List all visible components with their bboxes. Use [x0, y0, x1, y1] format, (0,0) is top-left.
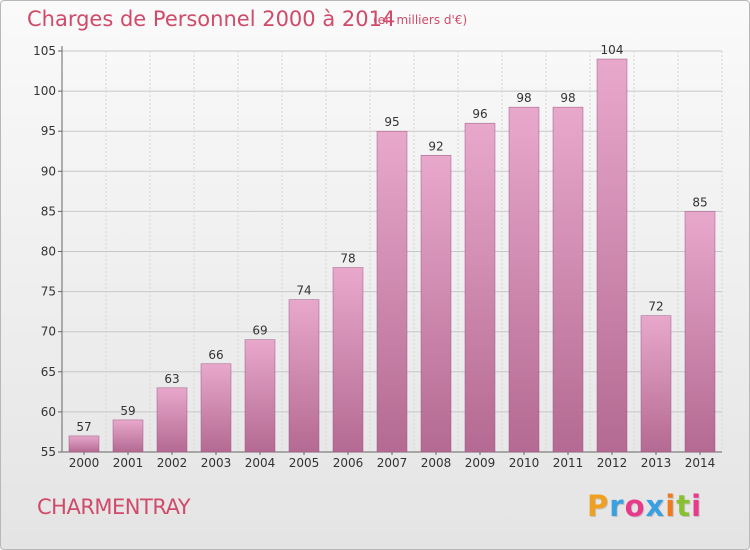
- data-label: 72: [648, 300, 663, 314]
- y-tick-label: 90: [41, 164, 56, 178]
- x-tick-label: 2002: [157, 456, 188, 470]
- x-tick-label: 2007: [377, 456, 408, 470]
- y-tick-label: 65: [41, 365, 56, 379]
- logo-letter: x: [645, 489, 666, 523]
- y-tick-label: 80: [41, 245, 56, 259]
- x-tick-label: 2005: [289, 456, 320, 470]
- x-tick-label: 2006: [333, 456, 364, 470]
- bar-2012: [596, 58, 628, 453]
- x-tick-label: 2001: [113, 456, 144, 470]
- data-label: 59: [120, 404, 135, 418]
- y-tick-label: 75: [41, 285, 56, 299]
- data-label: 98: [560, 91, 575, 105]
- x-tick-label: 2009: [465, 456, 496, 470]
- data-label: 98: [516, 91, 531, 105]
- bar-2009: [464, 122, 496, 453]
- proxiti-logo: Proxiti: [587, 489, 702, 523]
- y-tick-label: 105: [33, 44, 56, 58]
- bar-2008: [420, 155, 452, 453]
- bar-2005: [288, 299, 320, 453]
- x-tick-label: 2008: [421, 456, 452, 470]
- bar-2001: [112, 419, 144, 453]
- data-label: 78: [340, 252, 355, 266]
- bar-2002: [156, 387, 188, 453]
- bar-2007: [376, 130, 408, 453]
- data-label: 74: [296, 284, 311, 298]
- chart-subtitle: (en milliers d'€): [373, 13, 468, 27]
- x-tick-label: 2011: [553, 456, 584, 470]
- logo-letter: i: [665, 489, 677, 523]
- logo-letter: o: [624, 489, 646, 523]
- x-tick-label: 2013: [641, 456, 672, 470]
- y-tick-label: 60: [41, 405, 56, 419]
- y-tick-label: 85: [41, 204, 56, 218]
- chart-title: Charges de Personnel 2000 à 2014: [27, 7, 396, 31]
- data-label: 104: [601, 43, 624, 57]
- bars: [68, 58, 716, 453]
- x-tick-label: 2014: [685, 456, 716, 470]
- data-label: 85: [692, 195, 707, 209]
- data-label: 57: [76, 420, 91, 434]
- bar-2014: [684, 211, 716, 453]
- data-label: 66: [208, 348, 223, 362]
- x-tick-label: 2004: [245, 456, 276, 470]
- y-tick-label: 55: [41, 445, 56, 459]
- bar-2006: [332, 267, 364, 453]
- logo-letter: r: [609, 489, 625, 523]
- bar-2011: [552, 106, 584, 453]
- bar-2004: [244, 339, 276, 453]
- commune-name: CHARMENTRAY: [37, 495, 191, 519]
- logo-letter: i: [691, 489, 703, 523]
- x-tick-label: 2003: [201, 456, 232, 470]
- data-label: 96: [472, 107, 487, 121]
- data-label: 95: [384, 115, 399, 129]
- x-tick-label: 2012: [597, 456, 628, 470]
- bar-2010: [508, 106, 540, 453]
- y-tick-label: 95: [41, 124, 56, 138]
- labels: 55 60 65 70 75 80 85 90 95 100 105 57 2000 59 2001 63 20…: [33, 43, 715, 470]
- logo-letter: P: [587, 489, 610, 523]
- data-label: 92: [428, 139, 443, 153]
- bar-2013: [640, 315, 672, 453]
- logo-letter: t: [676, 489, 692, 523]
- y-tick-label: 70: [41, 325, 56, 339]
- data-label: 63: [164, 372, 179, 386]
- x-tick-label: 2010: [509, 456, 540, 470]
- bar-2000: [68, 435, 100, 453]
- bar-2003: [200, 363, 232, 453]
- x-tick-label: 2000: [69, 456, 100, 470]
- y-tick-label: 100: [33, 84, 56, 98]
- data-label: 69: [252, 324, 267, 338]
